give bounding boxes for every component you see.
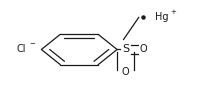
Text: O: O <box>122 67 129 77</box>
Text: Hg: Hg <box>155 12 168 22</box>
Text: Cl: Cl <box>16 44 26 54</box>
Text: S: S <box>122 44 129 54</box>
Text: O: O <box>139 44 147 54</box>
Text: +: + <box>170 9 176 15</box>
Text: −: − <box>29 41 35 47</box>
